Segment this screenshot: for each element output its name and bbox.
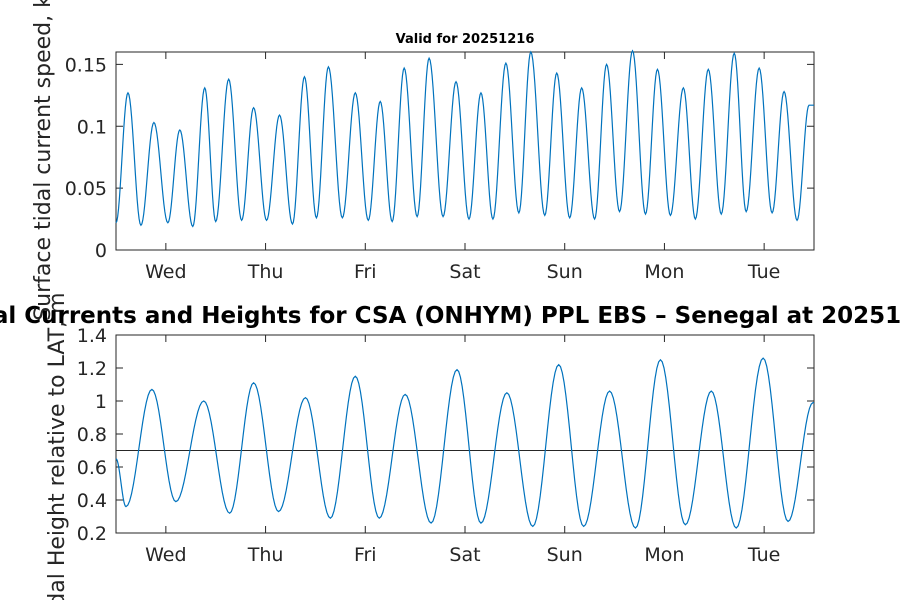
current-speed-x-tick-label: Fri: [354, 261, 377, 283]
current-speed-y-tick-label: 0.1: [77, 116, 107, 138]
tidal-height-y-tick-label: 0.4: [77, 490, 107, 512]
current-speed-x-tick-label: Wed: [145, 261, 186, 283]
current-speed-x-tick-label: Thu: [247, 261, 284, 283]
current-speed-x-tick-label: Sat: [449, 261, 480, 283]
current-speed-chart-title: Valid for 20251216: [396, 32, 535, 47]
tidal-height-y-axis-label: Tidal Height relative to LAT, m: [45, 292, 70, 600]
current-speed-y-tick-label: 0: [95, 240, 107, 262]
current-speed-x-ticks: Wed Thu Fri Sat Sun Mon Tue: [145, 52, 780, 283]
current-speed-x-tick-label: Sun: [547, 261, 583, 283]
figure-main-title: Tidal Currents and Heights for CSA (ONHY…: [0, 303, 900, 329]
tidal-height-x-ticks: Wed Thu Fri Sat Sun Mon Tue: [145, 335, 780, 566]
current-speed-plot-area: [115, 51, 815, 251]
tidal-height-y-tick-label: 1: [95, 391, 107, 413]
current-speed-x-tick-label: Mon: [644, 261, 684, 283]
current-speed-series-line: [115, 49, 814, 228]
tidal-height-y-tick-label: 0.8: [77, 424, 107, 446]
tidal-height-x-tick-label: Sat: [449, 544, 480, 566]
tidal-height-x-tick-label: Sun: [547, 544, 583, 566]
tidal-height-y-tick-label: 1.4: [77, 325, 107, 347]
current-speed-y-tick-label: 0.15: [65, 54, 107, 76]
tidal-height-plot-area: [115, 334, 815, 534]
tidal-height-y-ticks: 0.2 0.4 0.6 0.8 1 1.2 1.4: [77, 325, 814, 545]
tidal-height-x-tick-label: Thu: [247, 544, 284, 566]
current-speed-y-axis-label: Surface tidal current speed, kn: [31, 0, 56, 321]
current-speed-y-ticks: 0 0.05 0.1 0.15: [65, 54, 814, 262]
tidal-height-x-tick-label: Tue: [747, 544, 780, 566]
tidal-height-y-tick-label: 0.6: [77, 457, 107, 479]
tidal-height-x-tick-label: Wed: [145, 544, 186, 566]
current-speed-panel: 0 0.05 0.1 0.15 Wed Thu Fri Sat Sun Mon Tue Valid…: [31, 0, 815, 321]
tidal-height-panel: 0.2 0.4 0.6 0.8 1 1.2 1.4 Wed Thu Fri Sat Sun Mon Tu…: [45, 292, 815, 600]
tidal-height-y-tick-label: 1.2: [77, 358, 107, 380]
tidal-height-series-line: [115, 357, 814, 529]
tidal-height-y-tick-label: 0.2: [77, 523, 107, 545]
current-speed-x-tick-label: Tue: [747, 261, 780, 283]
tidal-height-x-tick-label: Mon: [644, 544, 684, 566]
tidal-height-x-tick-label: Fri: [354, 544, 377, 566]
current-speed-y-tick-label: 0.05: [65, 178, 107, 200]
